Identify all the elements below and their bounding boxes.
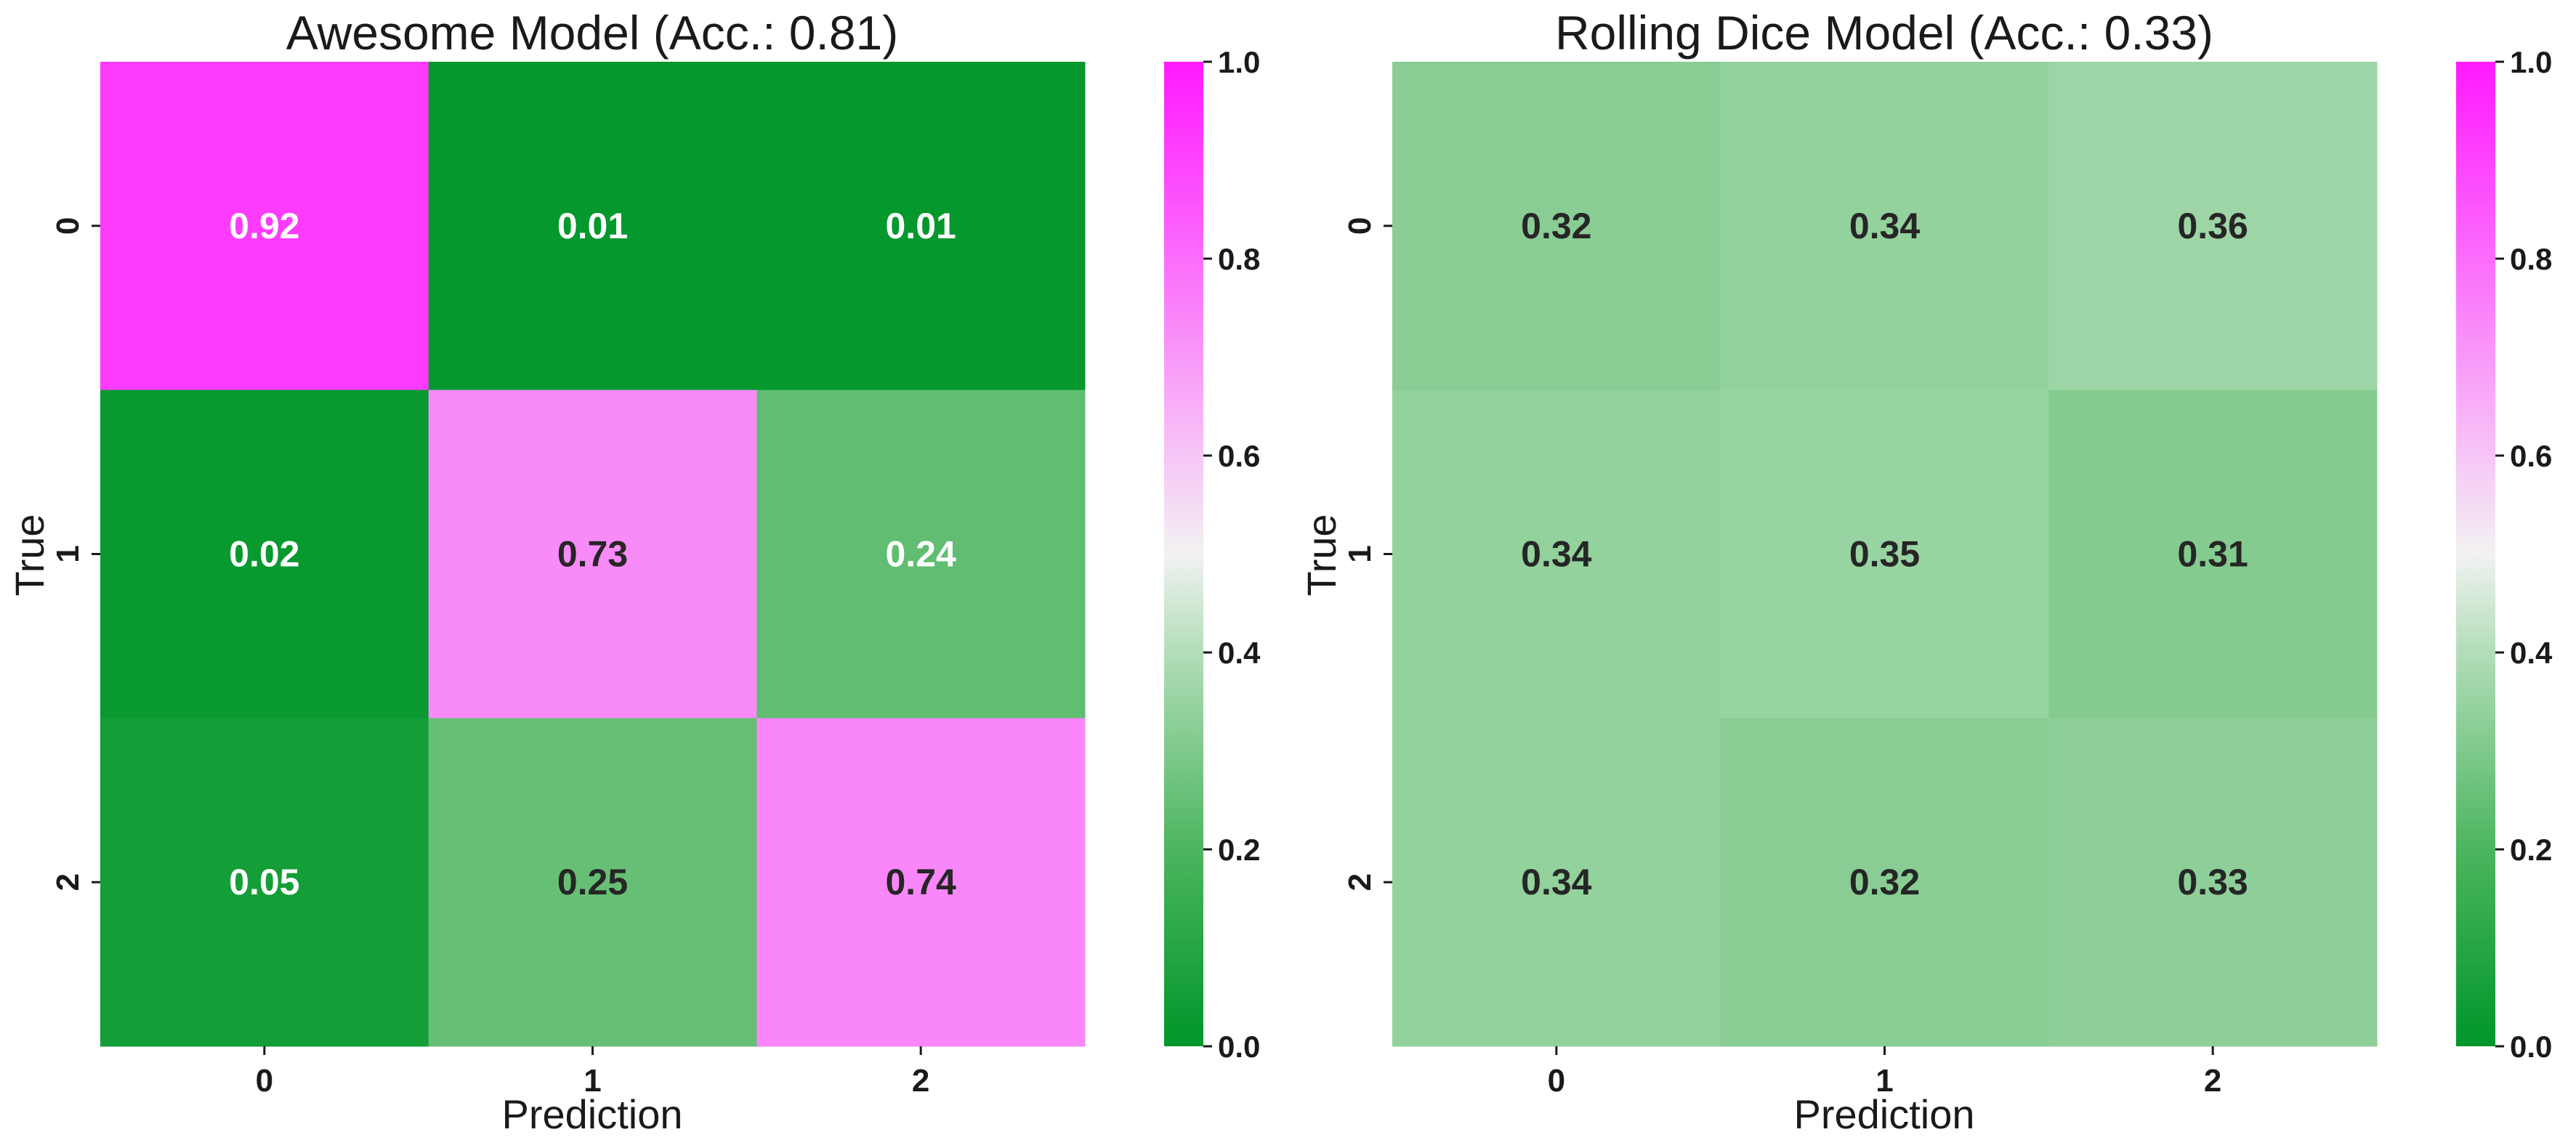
heatmap-cell <box>428 389 757 719</box>
colorbar-ticks: 0.0 0.2 0.4 0.6 0.8 1.0 <box>2495 45 2553 1064</box>
x-tick-label: 2 <box>912 1063 929 1099</box>
colorbar: 0.0 0.2 0.4 0.6 0.8 1.0 <box>1164 45 1261 1064</box>
heatmap-cell <box>756 62 1086 391</box>
heatmap-cell <box>2048 718 2378 1047</box>
colorbar-gradient <box>2456 62 2495 1046</box>
heatmap-cell <box>1392 62 1721 391</box>
cell-value-label: 0.92 <box>229 206 299 246</box>
y-tick-label: 1 <box>50 545 86 562</box>
heatmap-cell <box>1392 718 1721 1047</box>
colorbar-tick-label: 0.4 <box>2510 636 2553 670</box>
cell-value-label: 0.34 <box>1521 534 1592 575</box>
colorbar-tick-label: 0.0 <box>1218 1030 1260 1064</box>
colorbar-tick-label: 0.2 <box>1218 833 1260 867</box>
y-axis-label: True <box>1299 514 1344 596</box>
cell-value-label: 0.34 <box>1521 862 1592 902</box>
cell-value-label: 0.25 <box>557 862 628 902</box>
cell-value-label: 0.01 <box>557 206 628 246</box>
cell-value-label: 0.05 <box>229 862 299 902</box>
heatmap-cell <box>1720 62 2049 391</box>
y-axis-ticks: 0 1 2 <box>1342 217 1392 891</box>
colorbar-tick-label: 1.0 <box>1218 45 1260 79</box>
heatmap-cell <box>428 718 757 1047</box>
colorbar-tick-label: 0.4 <box>1218 636 1261 670</box>
x-tick-label: 2 <box>2204 1063 2221 1099</box>
heatmap-cell <box>100 718 429 1047</box>
y-axis-ticks: 0 1 2 <box>50 217 100 891</box>
y-tick-label: 2 <box>50 873 86 891</box>
y-axis-label: True <box>7 514 52 596</box>
cell-value-label: 0.24 <box>886 534 957 575</box>
x-axis-ticks: 0 1 2 <box>256 1046 929 1099</box>
cell-value-label: 0.34 <box>1849 206 1921 246</box>
colorbar-tick-label: 0.8 <box>1218 242 1260 276</box>
heatmap-grid: 0.92 0.01 0.01 0.02 0.73 0.24 0.05 0.25 0.74 <box>100 62 1086 1047</box>
y-tick-label: 0 <box>1342 217 1378 235</box>
y-tick-label: 0 <box>50 217 86 235</box>
x-axis-label: Prediction <box>1793 1091 1974 1137</box>
colorbar-tick-label: 1.0 <box>2510 45 2552 79</box>
chart-title: Rolling Dice Model (Acc.: 0.33) <box>1555 6 2213 60</box>
heatmap-cell <box>756 718 1086 1047</box>
x-axis-ticks: 0 1 2 <box>1548 1046 2221 1099</box>
x-tick-label: 1 <box>1876 1063 1893 1099</box>
heatmap-cell <box>2048 62 2378 391</box>
heatmap-cell <box>1720 389 2049 719</box>
y-tick-label: 2 <box>1342 873 1378 891</box>
heatmap-cell <box>1720 718 2049 1047</box>
colorbar: 0.0 0.2 0.4 0.6 0.8 1.0 <box>2456 45 2553 1064</box>
x-tick-label: 0 <box>256 1063 273 1099</box>
heatmap-cell <box>2048 389 2378 719</box>
colorbar-tick-label: 0.6 <box>1218 439 1260 473</box>
x-axis-label: Prediction <box>501 1091 682 1137</box>
chart-title: Awesome Model (Acc.: 0.81) <box>286 6 898 60</box>
cell-value-label: 0.35 <box>1849 534 1920 575</box>
cell-value-label: 0.02 <box>229 534 299 575</box>
heatmap-cell <box>100 62 429 391</box>
x-tick-label: 0 <box>1548 1063 1565 1099</box>
heatmap-panel-awesome-model: Awesome Model (Acc.: 0.81) 0.92 0.01 0.010… <box>7 6 1261 1137</box>
heatmap-grid: 0.32 0.34 0.36 0.34 0.35 0.31 0.34 0.32 0.33 <box>1392 62 2378 1047</box>
cell-value-label: 0.01 <box>886 206 956 246</box>
heatmap-cell <box>100 389 429 719</box>
x-tick-label: 1 <box>584 1063 601 1099</box>
heatmap-panel-rolling-dice-model: Rolling Dice Model (Acc.: 0.33) 0.32 0.34… <box>1299 6 2553 1137</box>
cell-value-label: 0.31 <box>2178 534 2248 575</box>
heatmap-cell <box>756 389 1086 719</box>
colorbar-tick-label: 0.6 <box>2510 439 2552 473</box>
heatmap-cell <box>428 62 757 391</box>
colorbar-ticks: 0.0 0.2 0.4 0.6 0.8 1.0 <box>1203 45 1261 1064</box>
colorbar-gradient <box>1164 62 1203 1046</box>
colorbar-tick-label: 0.8 <box>2510 242 2552 276</box>
colorbar-tick-label: 0.0 <box>2510 1030 2552 1064</box>
cell-value-label: 0.33 <box>2178 862 2248 902</box>
y-tick-label: 1 <box>1342 545 1378 562</box>
cell-value-label: 0.74 <box>886 862 957 902</box>
cell-value-label: 0.73 <box>557 534 628 575</box>
cell-value-label: 0.36 <box>2178 206 2248 246</box>
cell-value-label: 0.32 <box>1849 862 1920 902</box>
cell-value-label: 0.32 <box>1521 206 1591 246</box>
colorbar-tick-label: 0.2 <box>2510 833 2552 867</box>
heatmap-cell <box>1392 389 1721 719</box>
